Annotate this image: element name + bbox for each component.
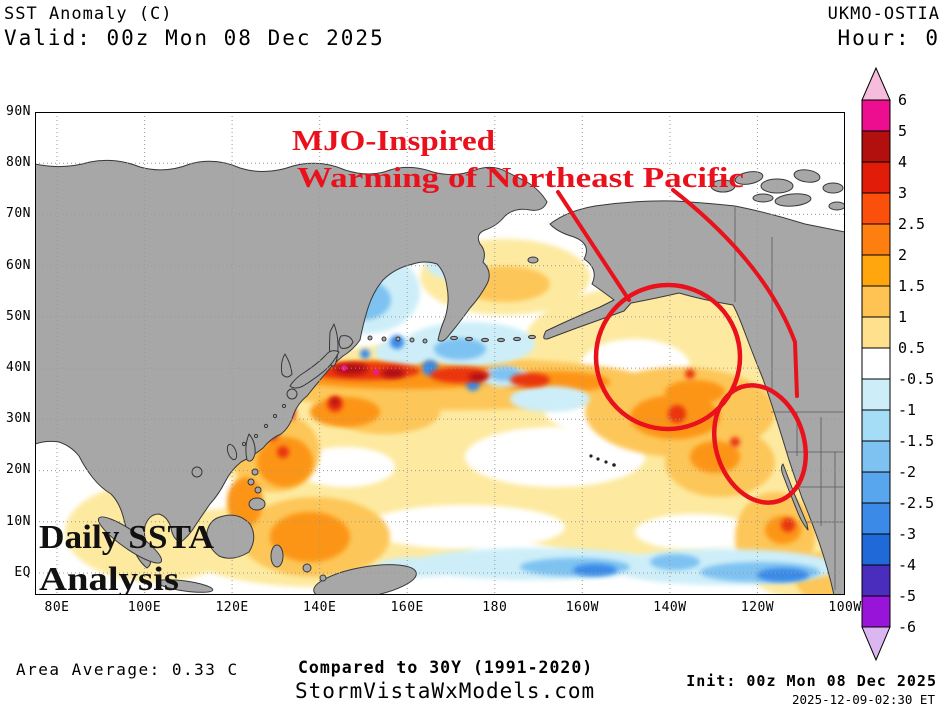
colorbar-segment-6 (862, 286, 890, 317)
colorbar-segment-2 (862, 162, 890, 193)
colorbar-segment-14 (862, 534, 890, 565)
area-average-label: Area Average: 0.33 C (16, 660, 239, 679)
colorbar-segment-10 (862, 410, 890, 441)
lat-tick-90N: 90N (0, 104, 31, 119)
lat-tick-60N: 60N (0, 258, 31, 273)
lat-tick-EQ: EQ (0, 565, 31, 580)
lat-tick-30N: 30N (0, 411, 31, 426)
colorbar-segment-5 (862, 255, 890, 286)
lon-tick-80E: 80E (45, 600, 70, 615)
creation-timestamp: 2025-12-09-02:30 ET (792, 692, 935, 707)
lon-tick-100E: 100E (128, 600, 161, 615)
product-title: SST Anomaly (C) (4, 4, 173, 24)
colorbar-tick--0.5: -0.5 (898, 370, 934, 388)
colorbar-tick--2: -2 (898, 463, 916, 481)
lon-tick-120W: 120W (741, 600, 774, 615)
colorbar-tick-5: 5 (898, 122, 907, 140)
model-name: UKMO-OSTIA (828, 4, 940, 24)
colorbar-tick--3: -3 (898, 525, 916, 543)
colorbar-tick-2.5: 2.5 (898, 215, 925, 233)
lon-tick-160W: 160W (566, 600, 599, 615)
colorbar-tick-1.5: 1.5 (898, 277, 925, 295)
colorbar-tick--4: -4 (898, 556, 916, 574)
colorbar-tick--1.5: -1.5 (898, 432, 934, 450)
colorbar-segment-0 (862, 100, 890, 131)
sst-anomaly-product: SST Anomaly (C) Valid: 00z Mon 08 Dec 20… (0, 0, 945, 710)
site-watermark: StormVistaWxModels.com (295, 679, 595, 703)
colorbar-segment-1 (862, 131, 890, 162)
lon-tick-160E: 160E (391, 600, 424, 615)
colorbar-tick-2: 2 (898, 246, 907, 264)
valid-time-label: Valid: 00z Mon 08 Dec 2025 (4, 26, 385, 50)
map-area: MJO-Inspired Warming of Northeast Pacifi… (35, 112, 845, 595)
colorbar-tick-3: 3 (898, 184, 907, 202)
lat-tick-70N: 70N (0, 206, 31, 221)
sst-map: MJO-Inspired Warming of Northeast Pacifi… (35, 112, 845, 595)
colorbar-segment-15 (862, 565, 890, 596)
colorbar-tick-0.5: 0.5 (898, 339, 925, 357)
colorbar-segment-9 (862, 379, 890, 410)
colorbar-segment-8 (862, 348, 890, 379)
overlay-label-line1: Daily SSTA (39, 519, 214, 556)
climatology-baseline-label: Compared to 30Y (1991-2020) (298, 658, 593, 677)
lat-tick-10N: 10N (0, 514, 31, 529)
colorbar-under-arrow (862, 627, 890, 660)
land-sulawesi (271, 545, 283, 567)
colorbar-tick--1: -1 (898, 401, 916, 419)
land-kyushu (287, 389, 297, 399)
colorbar-tick--5: -5 (898, 587, 916, 605)
land-hainan (192, 467, 202, 477)
colorbar-over-arrow (862, 68, 890, 100)
colorbar-segment-16 (862, 596, 890, 627)
colorbar-segment-11 (862, 441, 890, 472)
colorbar-tick-1: 1 (898, 308, 907, 326)
colorbar-segment-12 (862, 472, 890, 503)
forecast-hour-label: Hour: 0 (837, 26, 940, 50)
init-time-label: Init: 00z Mon 08 Dec 2025 (686, 672, 937, 690)
colorbar-segment-3 (862, 193, 890, 224)
annotation-line1: MJO-Inspired (292, 126, 496, 157)
annotation-line2: Warming of Northeast Pacific (297, 163, 744, 194)
lat-tick-50N: 50N (0, 309, 31, 324)
colorbar-segment-13 (862, 503, 890, 534)
lon-tick-140E: 140E (303, 600, 336, 615)
lat-tick-40N: 40N (0, 360, 31, 375)
lat-tick-20N: 20N (0, 462, 31, 477)
lat-tick-80N: 80N (0, 155, 31, 170)
colorbar-tick--6: -6 (898, 618, 916, 636)
lon-tick-180: 180 (482, 600, 507, 615)
colorbar-segment-7 (862, 317, 890, 348)
colorbar-segment-4 (862, 224, 890, 255)
overlay-label-line2: Analysis (39, 561, 179, 595)
colorbar: 6 5 4 3 2.5 2 1.5 1 0.5 -0.5 -1 -1.5 -2 -2.5 -3 -4 -5 -6 (853, 60, 945, 680)
colorbar-tick-4: 4 (898, 153, 907, 171)
colorbar-tick--2.5: -2.5 (898, 494, 934, 512)
lon-tick-140W: 140W (653, 600, 686, 615)
colorbar-tick-6: 6 (898, 91, 907, 109)
lon-tick-120E: 120E (215, 600, 248, 615)
